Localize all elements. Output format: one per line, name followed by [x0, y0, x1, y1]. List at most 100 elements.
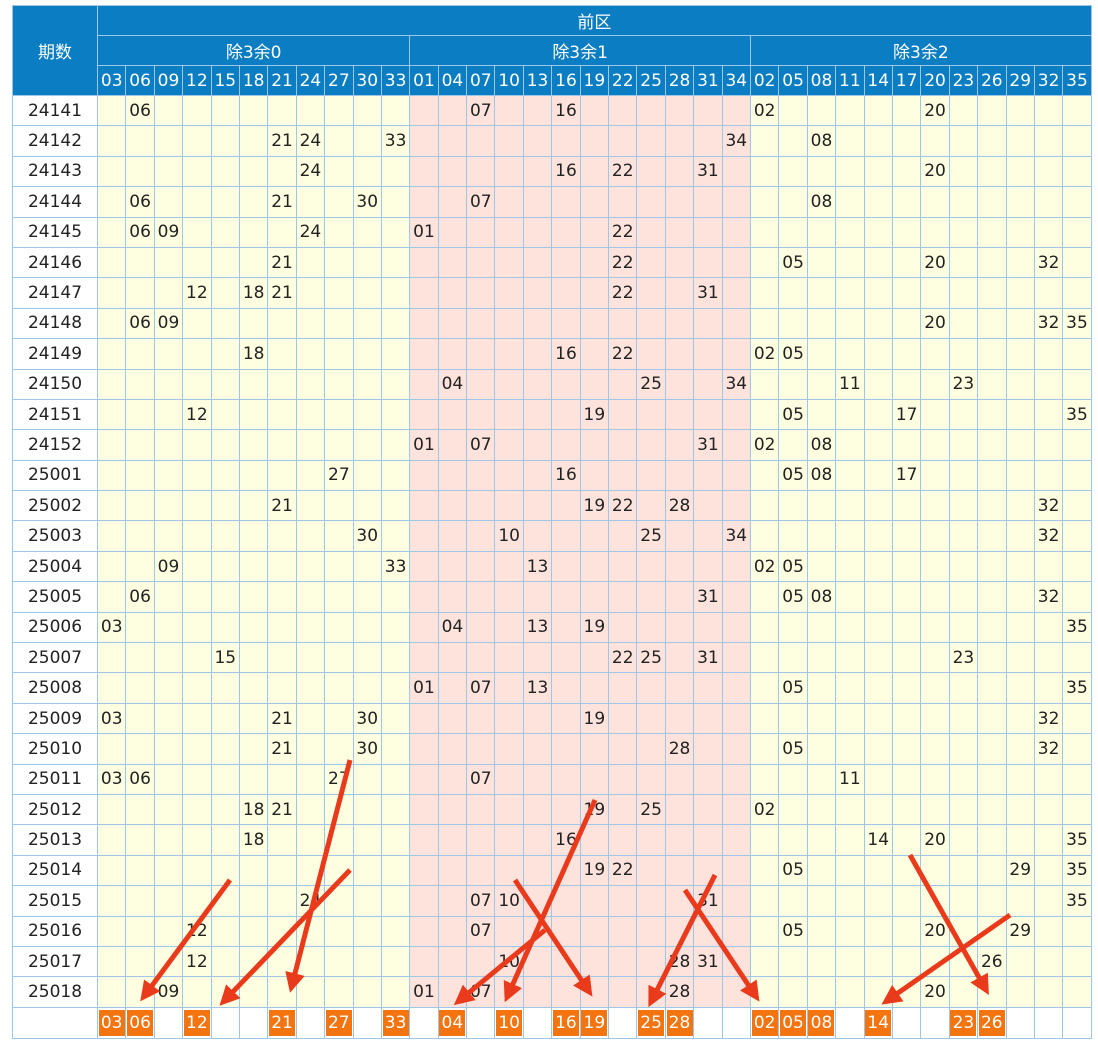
number-header: 30	[352, 65, 382, 96]
cell	[153, 246, 184, 279]
cell	[891, 642, 922, 674]
cell	[96, 398, 127, 431]
cell	[1005, 277, 1035, 309]
drawn-number: 31	[693, 945, 723, 978]
cell	[522, 854, 553, 887]
drawn-number: 16	[551, 94, 581, 127]
cell	[1062, 1006, 1092, 1039]
cell	[664, 915, 695, 947]
number-header: 17	[891, 65, 922, 96]
cell	[1033, 854, 1064, 887]
number-header: 12	[182, 65, 212, 96]
cell	[608, 368, 638, 400]
cell	[238, 945, 269, 978]
number-header: 29	[1005, 65, 1035, 96]
cell	[721, 611, 751, 644]
cell	[182, 733, 212, 765]
cell	[749, 763, 780, 795]
cell	[153, 672, 184, 704]
cell	[1033, 277, 1064, 309]
cell	[324, 581, 354, 613]
drawn-number: 22	[608, 216, 638, 248]
cell	[778, 490, 808, 522]
cell	[96, 125, 127, 157]
drawn-number: 24	[295, 885, 326, 917]
draw-row: 24141 06 07 16 02 20	[12, 94, 1092, 127]
cell	[977, 793, 1007, 826]
drawn-number: 20	[920, 246, 950, 279]
drawn-number: 28	[664, 976, 695, 1008]
cell	[693, 94, 723, 127]
cell	[437, 672, 468, 704]
cell	[522, 915, 553, 947]
cell	[238, 854, 269, 887]
cell	[352, 581, 382, 613]
cell	[295, 976, 326, 1008]
cell	[466, 581, 496, 613]
cell	[295, 307, 326, 340]
cell	[494, 307, 524, 340]
cell	[352, 368, 382, 400]
cell	[636, 338, 666, 370]
cell: 19	[579, 1006, 610, 1039]
cell	[721, 854, 751, 887]
drawn-number: 28	[664, 945, 695, 978]
cell	[579, 976, 610, 1008]
period: 25002	[12, 490, 98, 522]
cell	[863, 945, 893, 978]
drawn-number: 12	[182, 277, 212, 309]
cell	[522, 642, 553, 674]
cell	[551, 398, 581, 431]
cell	[1033, 125, 1064, 157]
cell	[494, 733, 524, 765]
cell	[1033, 915, 1064, 947]
drawn-number: 30	[352, 702, 382, 735]
cell	[806, 793, 837, 826]
number-header: 32	[1033, 65, 1064, 96]
cell	[977, 976, 1007, 1008]
cell	[835, 155, 865, 188]
cell	[210, 915, 240, 947]
cell	[1005, 429, 1035, 461]
cell	[835, 277, 865, 309]
draw-row: 24144 06 21 30 07 08	[12, 186, 1092, 218]
cell	[125, 915, 155, 947]
cell	[1033, 368, 1064, 400]
cell: 16	[551, 1006, 581, 1039]
cell	[579, 672, 610, 704]
cell	[948, 94, 979, 127]
cell	[806, 398, 837, 431]
cell	[1062, 186, 1092, 218]
cell	[210, 307, 240, 340]
cell	[551, 611, 581, 644]
cell	[324, 642, 354, 674]
cell	[551, 763, 581, 795]
cell	[806, 520, 837, 552]
cell	[522, 793, 553, 826]
cell	[380, 490, 411, 522]
cell	[494, 915, 524, 947]
cell	[1005, 246, 1035, 279]
cell	[295, 793, 326, 826]
cell	[409, 550, 439, 583]
cell	[1033, 186, 1064, 218]
cell	[437, 94, 468, 127]
cell	[267, 854, 297, 887]
cell	[437, 186, 468, 218]
draw-row: 24152 01 07 31 02 08	[12, 429, 1092, 461]
cell	[182, 490, 212, 522]
cell	[721, 155, 751, 188]
cell	[835, 854, 865, 887]
cell	[96, 277, 127, 309]
cell	[210, 338, 240, 370]
cell	[835, 490, 865, 522]
drawn-number: 35	[1062, 854, 1092, 887]
number-header: 19	[579, 65, 610, 96]
cell	[1062, 520, 1092, 552]
cell	[210, 216, 240, 248]
cell	[153, 945, 184, 978]
cell	[948, 885, 979, 917]
cell	[437, 307, 468, 340]
number-header: 28	[664, 65, 695, 96]
cell	[551, 186, 581, 218]
